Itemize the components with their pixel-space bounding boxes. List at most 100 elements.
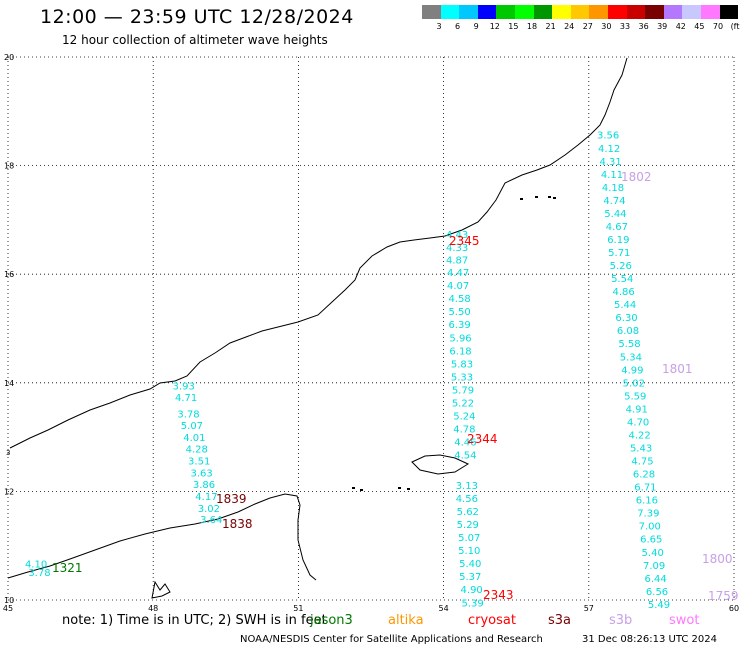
- wave-height-value: 4.71: [175, 393, 197, 404]
- wave-height-value: 4.78: [453, 424, 475, 435]
- colorbar-swatch: [570, 5, 590, 19]
- pass-time-label: 1321: [52, 561, 83, 575]
- y-tick-label: 10: [4, 596, 14, 605]
- wave-height-value: 4.18: [602, 183, 624, 194]
- colorbar-label: 12: [489, 22, 500, 31]
- wave-height-value: 5.07: [181, 421, 203, 432]
- wave-height-value: 5.10: [458, 546, 480, 557]
- x-tick-label: 54: [439, 604, 449, 613]
- legend-satellite-altika: altika: [388, 613, 424, 628]
- wave-height-value: 5.62: [457, 507, 479, 518]
- wave-height-value: 4.31: [599, 157, 621, 168]
- wave-height-value: 5.44: [604, 209, 626, 220]
- colorbar-swatch: [422, 5, 441, 19]
- wave-height-value: 5.22: [452, 398, 474, 409]
- wave-height-value: 3.13: [456, 481, 478, 492]
- small-island: [398, 487, 401, 489]
- wave-height-value: 6.30: [615, 313, 637, 324]
- wave-height-value: 6.18: [449, 346, 471, 357]
- wave-height-value: 4.01: [183, 433, 205, 444]
- colorbar-swatch: [719, 5, 739, 19]
- colorbar-swatch: [477, 5, 497, 19]
- colorbar-swatch: [682, 5, 701, 19]
- lat-lon-grid: [7, 56, 735, 601]
- arabian-coastline: [9, 57, 628, 449]
- edge-label: 3: [6, 449, 10, 457]
- pass-time-label: 1801: [662, 362, 693, 376]
- small-island: [535, 196, 538, 198]
- wave-height-value: 6.65: [640, 535, 662, 546]
- colorbar-swatch: [533, 5, 553, 19]
- socotra-island: [411, 454, 470, 475]
- colorbar-label: 3: [436, 22, 442, 31]
- wave-height-value: 5.71: [608, 248, 630, 259]
- small-island: [360, 489, 363, 491]
- small-island: [553, 197, 556, 199]
- wave-height-value: 4.17: [195, 492, 217, 503]
- colorbar-label: 42: [675, 22, 686, 31]
- small-island: [548, 196, 551, 198]
- wave-height-value: 5.43: [630, 444, 652, 455]
- wave-height-value: 5.96: [449, 333, 471, 344]
- wave-height-value: 4.91: [626, 404, 648, 415]
- wave-height-value: 3.51: [188, 457, 210, 468]
- wave-height-value: 4.74: [603, 196, 625, 207]
- wave-height-value: 6.28: [633, 470, 655, 481]
- wave-height-value: 3.64: [200, 515, 222, 526]
- colorbar-label: 15: [508, 22, 519, 31]
- coastline: [7, 57, 628, 599]
- colorbar-label: (ft): [730, 22, 740, 31]
- footer-credit: NOAA/NESDIS Center for Satellite Applica…: [240, 634, 543, 645]
- wave-height-value: 3.93: [173, 382, 195, 393]
- colorbar-label: 9: [473, 22, 479, 31]
- wave-height-value: 5.49: [648, 600, 670, 611]
- x-tick-label: 57: [584, 604, 594, 613]
- colorbar-swatch: [626, 5, 646, 19]
- x-tick-label: 45: [3, 604, 13, 613]
- colorbar-label: 18: [526, 22, 538, 31]
- wave-height-value: 4.46: [454, 438, 476, 449]
- colorbar-swatch: [607, 5, 627, 19]
- pass-time-label: 1759: [708, 589, 739, 603]
- coast-detail: [151, 580, 171, 599]
- pass-time-label: 1802: [621, 170, 652, 184]
- wave-height-value: 7.00: [639, 522, 661, 533]
- colorbar-swatch: [645, 5, 664, 19]
- wave-height-colorbar: [422, 5, 739, 19]
- colorbar-label: 39: [657, 22, 668, 31]
- note-prefix: note: 1) Time is in UTC; 2) SWH is in fe…: [62, 613, 327, 628]
- wave-height-value: 6.08: [617, 326, 639, 337]
- wave-height-value: 4.58: [448, 294, 470, 305]
- legend-satellite-s3a: s3a: [548, 613, 572, 628]
- y-tick-label: 16: [4, 270, 14, 279]
- colorbar-label: 27: [582, 22, 593, 31]
- legend-satellite-cryosat: cryosat: [468, 613, 516, 628]
- colorbar-swatch: [700, 5, 720, 19]
- wave-height-value: 5.37: [459, 572, 481, 583]
- x-tick-label: 51: [293, 604, 303, 613]
- wave-height-value: 5.54: [611, 274, 633, 285]
- colorbar-swatch: [552, 5, 571, 19]
- legend-satellite-jason3: jason3: [310, 613, 353, 628]
- wave-height-value: 3.02: [198, 504, 220, 515]
- wave-height-value: 4.22: [628, 430, 650, 441]
- pass-time-label: 2343: [483, 588, 514, 602]
- wave-height-value: 6.39: [448, 320, 470, 331]
- wave-height-value: 4.12: [598, 144, 620, 155]
- wave-height-value: 5.40: [459, 559, 481, 570]
- wave-height-value: 4.99: [621, 365, 643, 376]
- wave-height-value: 5.34: [620, 352, 642, 363]
- wave-height-value: 4.67: [606, 222, 628, 233]
- small-island: [352, 487, 355, 489]
- map-subtitle: 12 hour collection of altimeter wave hei…: [62, 33, 328, 47]
- wave-height-value: 4.70: [627, 417, 649, 428]
- wave-height-value: 5.40: [642, 548, 664, 559]
- wave-height-value: 4.56: [456, 494, 478, 505]
- wave-height-value: 3.56: [597, 131, 619, 142]
- colorbar-label: 21: [545, 22, 556, 31]
- colorbar-swatch: [459, 5, 478, 19]
- colorbar-label: 33: [619, 22, 631, 31]
- wave-height-value: 4.54: [454, 451, 476, 462]
- wave-height-value: 5.24: [453, 411, 475, 422]
- wave-height-value: 5.58: [618, 339, 640, 350]
